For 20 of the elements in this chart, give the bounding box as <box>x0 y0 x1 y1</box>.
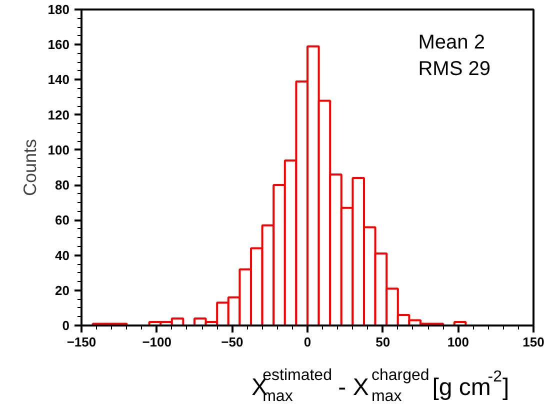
x-tick-label: 50 <box>376 334 390 350</box>
y-tick-label: 120 <box>48 107 70 122</box>
x-tick-label: −150 <box>66 334 96 350</box>
y-tick-label: 80 <box>55 178 70 193</box>
x-tick-label: 0 <box>304 334 312 350</box>
x-tick-label: 100 <box>447 334 470 350</box>
x-tick-label: −100 <box>142 334 172 350</box>
y-tick-label: 60 <box>55 212 70 228</box>
y-tick-label: 180 <box>48 2 70 17</box>
y-tick-label: 40 <box>55 248 70 263</box>
y-tick-label: 20 <box>55 282 70 298</box>
y-tick-label: 100 <box>48 142 70 158</box>
y-tick-label: 140 <box>48 72 70 88</box>
y-axis-title: Counts <box>20 138 40 196</box>
y-tick-label: 0 <box>62 318 70 333</box>
x-tick-label: −50 <box>221 334 244 350</box>
annotation: RMS 29 <box>418 58 490 80</box>
y-tick-label: 160 <box>48 37 70 52</box>
annotation: Mean 2 <box>418 32 485 54</box>
x-tick-label: 150 <box>522 334 544 350</box>
